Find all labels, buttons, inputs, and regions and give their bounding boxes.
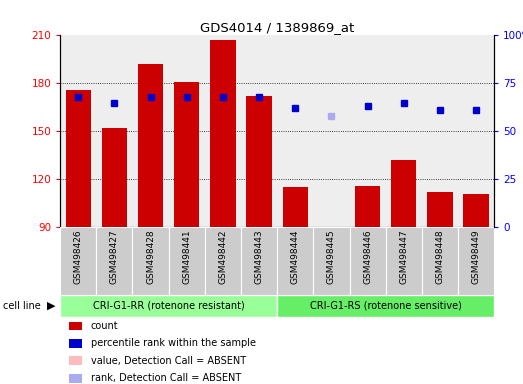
- Text: GSM498445: GSM498445: [327, 229, 336, 284]
- Bar: [69, 339, 82, 348]
- Text: GSM498446: GSM498446: [363, 229, 372, 284]
- Bar: [138, 64, 163, 227]
- Text: GSM498426: GSM498426: [74, 229, 83, 284]
- Text: GSM498448: GSM498448: [436, 229, 445, 284]
- Text: CRI-G1-RS (rotenone sensitive): CRI-G1-RS (rotenone sensitive): [310, 301, 462, 311]
- Bar: [96, 227, 132, 295]
- Bar: [391, 160, 416, 227]
- Text: percentile rank within the sample: percentile rank within the sample: [90, 338, 256, 348]
- Bar: [349, 227, 385, 295]
- Text: GSM498447: GSM498447: [399, 229, 408, 284]
- Text: CRI-G1-RR (rotenone resistant): CRI-G1-RR (rotenone resistant): [93, 301, 245, 311]
- Bar: [69, 374, 82, 382]
- Bar: [422, 227, 458, 295]
- Text: GSM498449: GSM498449: [472, 229, 481, 284]
- Bar: [282, 187, 308, 227]
- Bar: [102, 128, 127, 227]
- Text: count: count: [90, 321, 118, 331]
- Text: GSM498441: GSM498441: [182, 229, 191, 284]
- Bar: [60, 227, 96, 295]
- Bar: [174, 82, 199, 227]
- Bar: [458, 227, 494, 295]
- Bar: [241, 227, 277, 295]
- Bar: [168, 227, 205, 295]
- Bar: [427, 192, 452, 227]
- Bar: [313, 227, 349, 295]
- Text: value, Detection Call = ABSENT: value, Detection Call = ABSENT: [90, 356, 246, 366]
- Bar: [277, 295, 494, 317]
- Text: GSM498427: GSM498427: [110, 229, 119, 284]
- Bar: [210, 40, 235, 227]
- Text: cell line: cell line: [3, 301, 40, 311]
- Bar: [60, 295, 277, 317]
- Bar: [355, 186, 380, 227]
- Bar: [205, 227, 241, 295]
- Text: GSM498442: GSM498442: [219, 229, 228, 284]
- Bar: [69, 321, 82, 330]
- Text: rank, Detection Call = ABSENT: rank, Detection Call = ABSENT: [90, 373, 241, 383]
- Title: GDS4014 / 1389869_at: GDS4014 / 1389869_at: [200, 21, 354, 34]
- Text: GSM498444: GSM498444: [291, 229, 300, 284]
- Bar: [277, 227, 313, 295]
- Text: GSM498428: GSM498428: [146, 229, 155, 284]
- Bar: [69, 356, 82, 365]
- Bar: [246, 96, 272, 227]
- Bar: [385, 227, 422, 295]
- Bar: [65, 90, 91, 227]
- Text: ▶: ▶: [47, 301, 55, 311]
- Bar: [132, 227, 168, 295]
- Bar: [463, 194, 489, 227]
- Text: GSM498443: GSM498443: [255, 229, 264, 284]
